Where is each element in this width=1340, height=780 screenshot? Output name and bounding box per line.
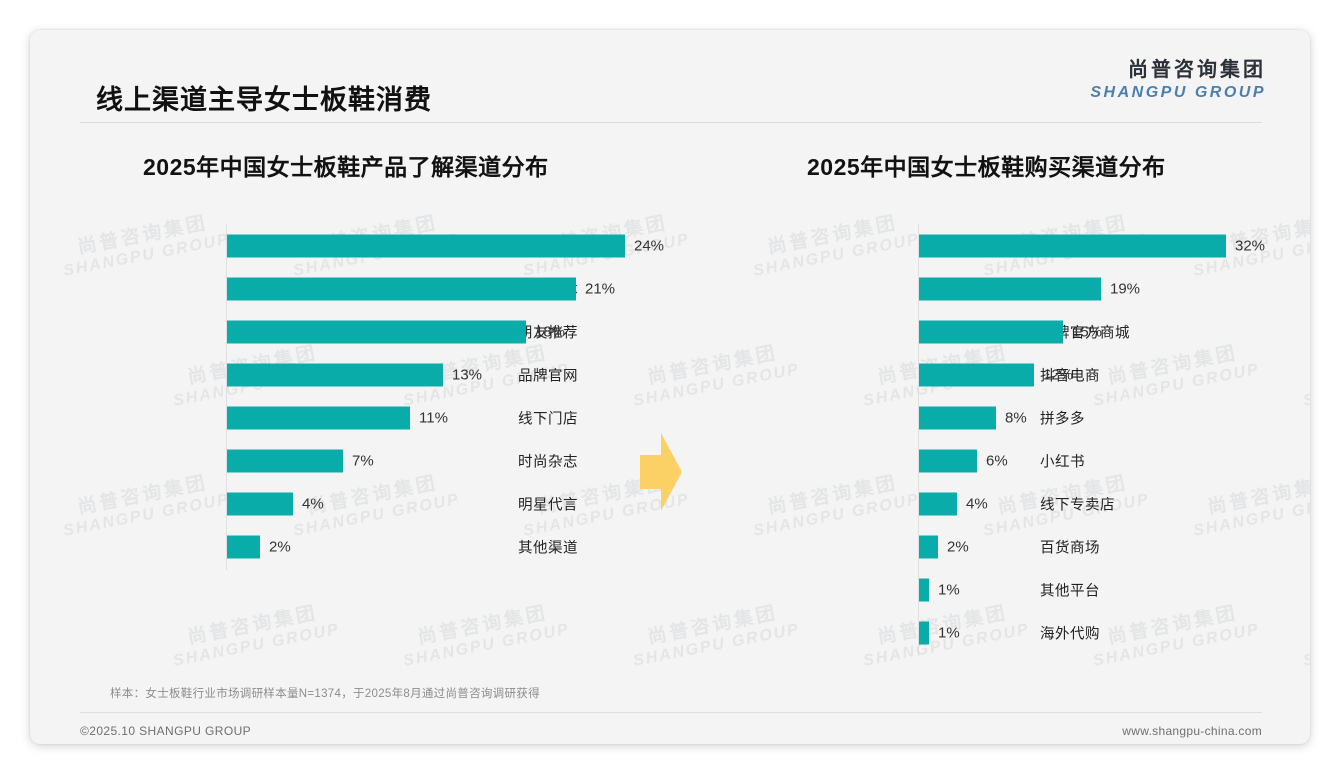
axis-line — [226, 224, 227, 570]
bar — [227, 277, 576, 300]
bar — [919, 492, 958, 515]
sample-footnote: 样本：女士板鞋行业市场调研样本量N=1374，于2025年8月通过尚普咨询调研获… — [110, 688, 540, 700]
chart-panel-purchase: 2025年中国女士板鞋购买渠道分布 淘宝/天猫32%京东19%品牌官方商城15%… — [775, 148, 1285, 656]
bar-value-label: 21% — [585, 280, 616, 297]
bar — [227, 492, 294, 515]
chart-title-purchase: 2025年中国女士板鞋购买渠道分布 — [807, 154, 1166, 180]
bar-row: 小红书 6% — [775, 439, 1175, 482]
bar — [227, 449, 344, 472]
bar-value-label: 1% — [938, 581, 960, 598]
bar-category-label: 品牌官网 — [518, 368, 578, 384]
chart-plot-awareness: 电商平台推荐24%社交媒体21%朋友推荐18%品牌官网13%线下门店11%时尚杂… — [108, 224, 664, 570]
page-title: 线上渠道主导女士板鞋消费 — [96, 85, 432, 115]
bar-category-label: 朋友推荐 — [518, 325, 578, 341]
bar-value-label: 15% — [1072, 323, 1103, 340]
bar-row: 时尚杂志 7% — [108, 439, 628, 482]
bar-row: 社交媒体21% — [108, 267, 628, 310]
bar-value-label: 4% — [302, 495, 324, 512]
bar-rows-awareness: 电商平台推荐24%社交媒体21%朋友推荐18%品牌官网13%线下门店11%时尚杂… — [108, 224, 664, 568]
bar-value-label: 7% — [352, 452, 374, 469]
bar — [227, 406, 410, 429]
bar-value-label: 6% — [986, 452, 1008, 469]
bar-category-label: 百货商场 — [1040, 540, 1100, 556]
slide-card: 线上渠道主导女士板鞋消费 尚普咨询集团 SHANGPU GROUP 尚普咨询集团… — [30, 30, 1310, 744]
website-link[interactable]: www.shangpu-china.com — [1122, 724, 1262, 738]
bar-row: 其他平台 1% — [775, 568, 1175, 611]
bar-category-label: 其他渠道 — [518, 540, 578, 556]
bar-category-label: 时尚杂志 — [518, 454, 578, 470]
bar-category-label: 其他平台 — [1040, 583, 1100, 599]
slide-footer: ©2025.10 SHANGPU GROUP www.shangpu-china… — [30, 712, 1310, 744]
bar-category-label: 拼多多 — [1040, 411, 1085, 427]
bar — [227, 234, 626, 257]
bar-category-label: 海外代购 — [1040, 626, 1100, 642]
bar — [919, 277, 1102, 300]
bar-category-label: 抖音电商 — [1040, 368, 1100, 384]
bar-row: 京东19% — [775, 267, 1175, 310]
bar-row: 海外代购 1% — [775, 611, 1175, 654]
bar-row: 明星代言 4% — [108, 482, 628, 525]
bar-row: 品牌官网 13% — [108, 353, 628, 396]
logo-english-text: SHANGPU GROUP — [1090, 84, 1266, 101]
bar — [227, 320, 526, 343]
bar-row: 线下门店 11% — [108, 396, 628, 439]
bar-row: 品牌官方商城 15% — [775, 310, 1175, 353]
chart-title-awareness: 2025年中国女士板鞋产品了解渠道分布 — [143, 154, 549, 180]
bar — [919, 449, 977, 472]
bar-row: 抖音电商 12% — [775, 353, 1175, 396]
header-divider — [80, 122, 1262, 123]
bar-value-label: 18% — [535, 323, 566, 340]
bar — [919, 535, 939, 558]
bar-row: 百货商场 2% — [775, 525, 1175, 568]
bar — [919, 234, 1227, 257]
bar-category-label: 线下门店 — [518, 411, 578, 427]
bar-value-label: 1% — [938, 624, 960, 641]
copyright-text: ©2025.10 SHANGPU GROUP — [80, 724, 252, 738]
axis-line — [918, 224, 919, 656]
footer-divider — [80, 712, 1262, 713]
bar — [227, 535, 261, 558]
bar-value-label: 32% — [1235, 237, 1266, 254]
bar-value-label: 24% — [634, 237, 665, 254]
bar-row: 电商平台推荐24% — [108, 224, 664, 267]
bar-value-label: 8% — [1005, 409, 1027, 426]
bar — [919, 363, 1035, 386]
bar-row: 其他渠道 2% — [108, 525, 628, 568]
logo-chinese-text: 尚普咨询集团 — [1128, 59, 1266, 81]
bar-value-label: 13% — [452, 366, 483, 383]
bar — [919, 578, 929, 601]
bar-value-label: 2% — [269, 538, 291, 555]
right-arrow-icon — [638, 433, 683, 511]
bar-value-label: 12% — [1043, 366, 1074, 383]
chart-panel-awareness: 2025年中国女士板鞋产品了解渠道分布 电商平台推荐24%社交媒体21%朋友推荐… — [108, 148, 708, 570]
bar-value-label: 2% — [947, 538, 969, 555]
bar — [227, 363, 443, 386]
bar-value-label: 4% — [966, 495, 988, 512]
bar-row: 朋友推荐 18% — [108, 310, 628, 353]
bar-row: 淘宝/天猫32% — [775, 224, 1265, 267]
bar-category-label: 小红书 — [1040, 454, 1085, 470]
bar — [919, 406, 996, 429]
bar-row: 拼多多 8% — [775, 396, 1175, 439]
bar-category-label: 明星代言 — [518, 497, 578, 513]
chart-plot-purchase: 淘宝/天猫32%京东19%品牌官方商城15%抖音电商12%拼多多8%小红书6%线… — [775, 224, 1265, 656]
bar-category-label: 线下专卖店 — [1040, 497, 1115, 513]
slide-header: 线上渠道主导女士板鞋消费 尚普咨询集团 SHANGPU GROUP — [30, 30, 1310, 122]
brand-logo: 尚普咨询集团 SHANGPU GROUP — [1090, 60, 1266, 101]
bar-row: 线下专卖店 4% — [775, 482, 1175, 525]
bar-value-label: 19% — [1110, 280, 1141, 297]
bar-rows-purchase: 淘宝/天猫32%京东19%品牌官方商城15%抖音电商12%拼多多8%小红书6%线… — [775, 224, 1265, 654]
bar — [919, 320, 1063, 343]
bar — [919, 621, 929, 644]
bar-value-label: 11% — [419, 409, 448, 426]
